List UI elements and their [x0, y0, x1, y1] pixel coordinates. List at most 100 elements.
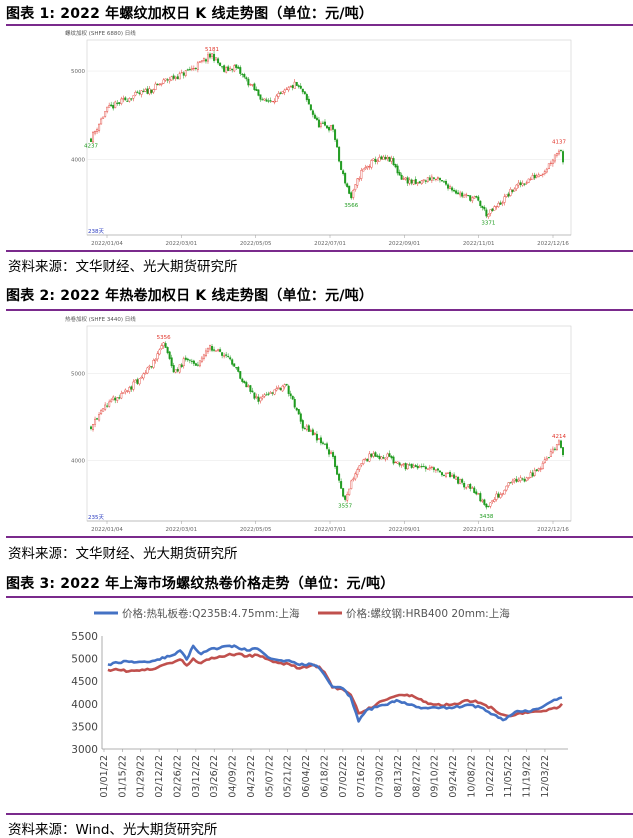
candle-body — [251, 84, 254, 86]
x-tick-label: 03/26/22 — [209, 755, 220, 798]
candle-body — [463, 194, 466, 198]
candle-body — [513, 188, 516, 192]
candle-body — [398, 171, 401, 176]
candle-body — [275, 95, 278, 102]
series-line — [107, 644, 563, 723]
candle-body — [555, 153, 558, 156]
candle-body — [122, 392, 125, 394]
candle-body — [457, 476, 460, 484]
candle-body — [158, 349, 161, 355]
candle-body — [243, 380, 246, 384]
candle-body — [219, 349, 222, 352]
candle-body — [348, 185, 351, 194]
candle-body — [507, 193, 510, 197]
figure-1-title: 图表 1: 2022 年螺纹加权日 K 线走势图（单位：元/吨） — [6, 6, 374, 22]
figure-2-kline-chart: 热卷加权 (SHFE 3440) 日线 4000 5000 2022/01/04 202… — [62, 312, 577, 534]
candle-body — [370, 160, 373, 168]
candle-body — [142, 90, 145, 92]
candle-body — [303, 91, 306, 95]
x-tick-label: 2022/01/04 — [91, 527, 123, 533]
candle-body — [239, 67, 242, 74]
candle-body — [485, 503, 488, 508]
candle-body — [204, 59, 207, 62]
candle-body — [553, 154, 556, 162]
candle-body — [434, 178, 437, 180]
candle-body — [372, 453, 375, 457]
x-tick-label: 2022/09/01 — [388, 241, 420, 247]
candle-body — [295, 407, 298, 411]
candle-body — [186, 69, 189, 71]
candle-body — [330, 125, 333, 131]
x-tick-label: 05/21/22 — [283, 755, 294, 798]
candle-body — [253, 83, 256, 90]
candle-body — [186, 358, 189, 361]
candle-body — [380, 156, 383, 160]
candle-body — [309, 104, 312, 111]
candle-body — [227, 66, 230, 71]
x-tick-label: 12/03/22 — [540, 755, 551, 798]
candle-body — [412, 180, 415, 185]
candle-body — [340, 161, 343, 170]
candle-body — [138, 92, 141, 94]
candle-body — [461, 192, 464, 197]
candle-body — [414, 179, 417, 184]
candle-body — [531, 175, 534, 180]
candle-body — [156, 353, 159, 360]
candle-body — [529, 178, 532, 180]
candle-body — [275, 388, 278, 391]
x-tick-label: 2022/01/04 — [91, 241, 123, 247]
candle-body — [455, 476, 458, 480]
candle-body — [319, 437, 322, 444]
y-tick-label: 5500 — [71, 631, 98, 643]
candle-body — [192, 68, 195, 70]
candle-body — [382, 156, 385, 160]
figure-3-bottom-rule — [6, 813, 633, 815]
figure-1-bottom-rule — [6, 250, 633, 252]
candle-body — [194, 363, 197, 366]
plot-area — [86, 39, 572, 236]
x-tick-label: 2022/12/16 — [537, 527, 569, 533]
x-tick-label: 05/07/22 — [264, 755, 275, 798]
candle-body — [184, 357, 187, 360]
candle-body — [438, 470, 441, 473]
price-annotation: 4237 — [84, 144, 98, 150]
candle-body — [265, 99, 268, 102]
candle-body — [94, 418, 97, 425]
candle-body — [160, 345, 163, 350]
candle-body — [221, 66, 224, 68]
candle-body — [144, 89, 147, 92]
candle-body — [148, 88, 151, 95]
price-annotation: 3557 — [338, 504, 352, 510]
x-tick-label: 2022/12/16 — [537, 241, 569, 247]
candle-body — [311, 429, 314, 436]
candle-body — [259, 397, 262, 402]
candle-body — [289, 393, 292, 397]
candle-body — [549, 451, 552, 457]
candle-body — [156, 83, 159, 85]
candle-body — [416, 182, 419, 185]
x-tick-label: 2022/07/01 — [314, 241, 346, 247]
candle-body — [525, 477, 528, 481]
candle-body — [180, 72, 183, 74]
candle-body — [348, 488, 351, 495]
candle-body — [198, 360, 201, 367]
candle-body — [382, 457, 385, 459]
candle-body — [527, 178, 530, 183]
candle-body — [271, 392, 274, 394]
x-tick-label: 2022/05/05 — [240, 241, 272, 247]
candle-body — [128, 387, 131, 392]
candle-body — [432, 177, 435, 179]
candle-body — [384, 457, 387, 460]
candle-body — [277, 93, 280, 97]
candle-body — [172, 75, 175, 79]
candle-body — [521, 183, 524, 186]
candle-body — [553, 448, 556, 450]
candle-body — [311, 110, 314, 115]
candle-body — [366, 165, 369, 169]
candle-body — [485, 209, 488, 217]
candle-body — [497, 202, 500, 207]
candle-body — [204, 350, 207, 357]
candle-body — [559, 440, 562, 448]
figure-2-top-rule — [6, 309, 633, 311]
candle-body — [229, 68, 232, 71]
